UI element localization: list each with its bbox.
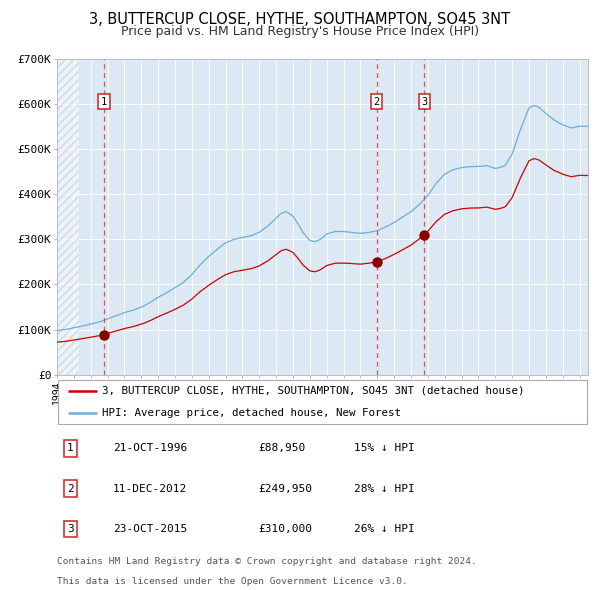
Text: HPI: Average price, detached house, New Forest: HPI: Average price, detached house, New … <box>102 408 401 418</box>
Text: 3: 3 <box>67 524 74 533</box>
Text: 15% ↓ HPI: 15% ↓ HPI <box>355 444 415 453</box>
Text: £88,950: £88,950 <box>259 444 306 453</box>
Text: 26% ↓ HPI: 26% ↓ HPI <box>355 524 415 533</box>
Text: 3, BUTTERCUP CLOSE, HYTHE, SOUTHAMPTON, SO45 3NT: 3, BUTTERCUP CLOSE, HYTHE, SOUTHAMPTON, … <box>89 12 511 27</box>
Text: 3: 3 <box>421 97 427 107</box>
Text: 11-DEC-2012: 11-DEC-2012 <box>113 484 187 493</box>
Text: 3, BUTTERCUP CLOSE, HYTHE, SOUTHAMPTON, SO45 3NT (detached house): 3, BUTTERCUP CLOSE, HYTHE, SOUTHAMPTON, … <box>102 386 524 396</box>
Text: Price paid vs. HM Land Registry's House Price Index (HPI): Price paid vs. HM Land Registry's House … <box>121 25 479 38</box>
Text: 28% ↓ HPI: 28% ↓ HPI <box>355 484 415 493</box>
Text: 1: 1 <box>67 444 74 453</box>
Text: £249,950: £249,950 <box>259 484 313 493</box>
Text: £310,000: £310,000 <box>259 524 313 533</box>
Text: 1: 1 <box>101 97 107 107</box>
Text: This data is licensed under the Open Government Licence v3.0.: This data is licensed under the Open Gov… <box>57 576 408 585</box>
Text: 2: 2 <box>373 97 380 107</box>
Text: 23-OCT-2015: 23-OCT-2015 <box>113 524 187 533</box>
FancyBboxPatch shape <box>58 379 587 424</box>
Bar <box>57 59 79 375</box>
Text: Contains HM Land Registry data © Crown copyright and database right 2024.: Contains HM Land Registry data © Crown c… <box>57 558 477 566</box>
Text: 21-OCT-1996: 21-OCT-1996 <box>113 444 187 453</box>
Text: 2: 2 <box>67 484 74 493</box>
